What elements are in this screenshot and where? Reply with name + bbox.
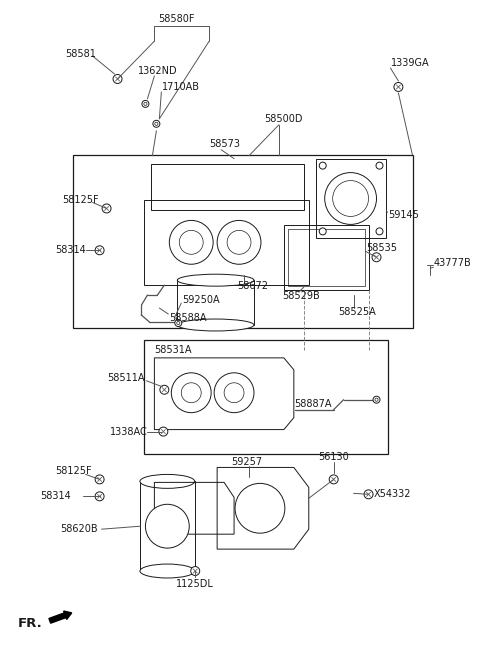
Text: 58500D: 58500D [264,114,302,124]
Bar [144,201,309,285]
Bar [177,280,254,325]
Ellipse shape [140,564,195,578]
Circle shape [376,162,383,169]
Circle shape [153,120,160,128]
Circle shape [227,230,251,255]
Text: 58887A: 58887A [294,398,331,409]
Circle shape [169,221,213,264]
Circle shape [180,230,203,255]
Circle shape [159,427,168,436]
Text: 58314: 58314 [40,492,71,501]
Text: 58314: 58314 [55,245,85,255]
Circle shape [177,322,180,325]
Text: 58529B: 58529B [282,291,320,301]
Circle shape [333,180,369,216]
Circle shape [142,100,149,107]
Circle shape [235,484,285,533]
Text: 1710AB: 1710AB [162,82,200,92]
Text: 58125F: 58125F [62,195,98,206]
Circle shape [95,475,104,484]
Text: 1339GA: 1339GA [392,58,430,68]
Bar [288,229,364,286]
Circle shape [175,320,182,327]
Text: 1125DL: 1125DL [176,579,214,589]
Circle shape [171,373,211,413]
Text: 1362ND: 1362ND [137,66,177,76]
Text: 58672: 58672 [237,281,268,291]
Text: X54332: X54332 [373,490,411,499]
Ellipse shape [177,274,254,286]
Bar [144,340,388,454]
Circle shape [376,228,383,235]
Circle shape [324,173,376,225]
Circle shape [113,74,122,83]
Circle shape [364,490,373,499]
Circle shape [95,492,104,501]
Circle shape [224,383,244,403]
Text: 59257: 59257 [231,458,262,467]
Circle shape [373,396,380,403]
Text: 59250A: 59250A [182,295,220,305]
Text: 1338AC: 1338AC [109,426,147,437]
Text: 58511A: 58511A [108,373,145,383]
Circle shape [217,221,261,264]
Text: 58535: 58535 [367,243,397,253]
Circle shape [144,102,147,105]
Circle shape [160,385,169,395]
FancyArrow shape [49,611,72,623]
Text: 58573: 58573 [209,139,240,148]
Text: 58125F: 58125F [55,466,91,477]
Circle shape [181,383,201,403]
Bar [284,225,369,290]
Circle shape [191,566,200,575]
Circle shape [319,162,326,169]
Bar [72,155,413,328]
Bar [151,163,304,210]
Circle shape [102,204,111,213]
Circle shape [372,253,381,262]
Circle shape [95,246,104,255]
Text: 58620B: 58620B [60,524,97,534]
Ellipse shape [177,319,254,331]
Ellipse shape [140,475,195,488]
Text: 58531A: 58531A [155,345,192,355]
Text: 58525A: 58525A [339,307,376,317]
Text: 43777B: 43777B [433,258,471,268]
Text: FR.: FR. [18,617,43,630]
Text: 58580F: 58580F [158,14,194,24]
Circle shape [155,122,158,126]
Circle shape [329,475,338,484]
Text: 59145: 59145 [388,210,420,221]
Circle shape [214,373,254,413]
Circle shape [145,505,189,548]
Bar [141,481,195,571]
Circle shape [394,83,403,91]
Circle shape [375,398,378,401]
Text: 56130: 56130 [318,452,349,462]
Text: 58581: 58581 [65,49,96,59]
Circle shape [319,228,326,235]
Text: 58588A: 58588A [169,313,207,323]
